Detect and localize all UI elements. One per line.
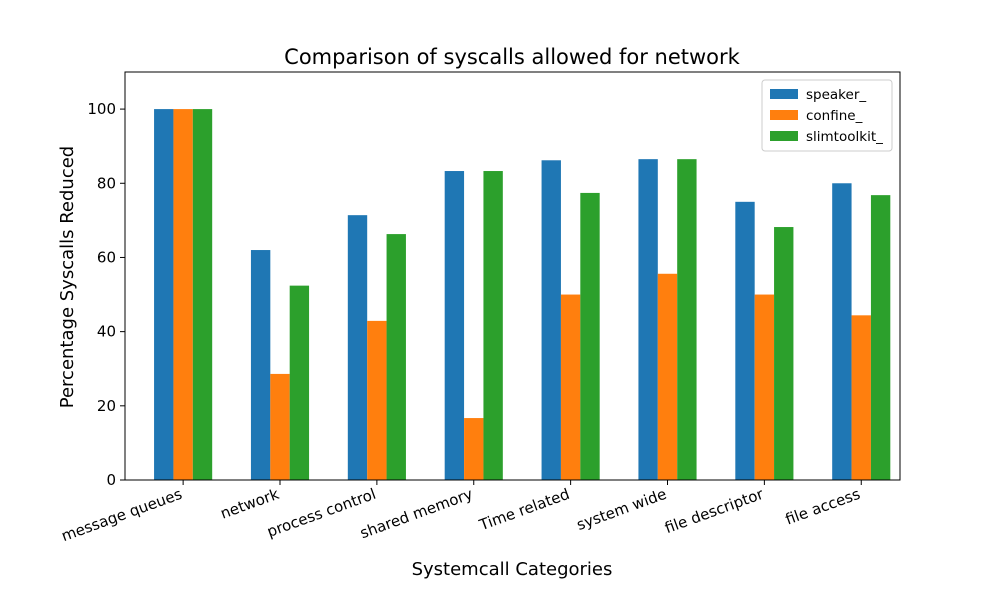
y-tick-label: 60 bbox=[97, 248, 116, 266]
bar-speaker-4 bbox=[541, 160, 561, 480]
y-tick-label: 20 bbox=[97, 397, 116, 415]
bar-speaker-3 bbox=[444, 171, 465, 480]
legend-swatch-slimtoolkit bbox=[770, 131, 798, 141]
bar-speaker-7 bbox=[832, 183, 852, 480]
bar-speaker-2 bbox=[347, 215, 368, 481]
bar-speaker-5 bbox=[638, 159, 658, 480]
x-tick-label: file access bbox=[783, 485, 863, 529]
legend-label-speaker: speaker_ bbox=[806, 87, 866, 103]
bar-confine-1 bbox=[270, 373, 290, 480]
bar-confine-6 bbox=[754, 294, 775, 480]
x-tick-label: message queues bbox=[59, 485, 185, 545]
x-tick-label: shared memory bbox=[358, 485, 476, 543]
legend-swatch-speaker bbox=[770, 89, 798, 99]
x-tick-label: network bbox=[218, 485, 282, 523]
y-tick-label: 100 bbox=[87, 100, 116, 118]
bar-confine-2 bbox=[367, 320, 387, 480]
axes-frame bbox=[124, 71, 901, 481]
x-tick-label: Time related bbox=[476, 485, 572, 535]
bar-speaker-6 bbox=[735, 201, 755, 480]
bar-slimtoolkit-6 bbox=[774, 227, 794, 480]
bar-confine-3 bbox=[464, 418, 484, 480]
y-axis-label: Percentage Syscalls Reduced bbox=[57, 146, 78, 408]
bar-confine-5 bbox=[657, 273, 678, 480]
bar-confine-0 bbox=[173, 109, 193, 480]
bar-slimtoolkit-7 bbox=[870, 195, 891, 480]
bar-slimtoolkit-0 bbox=[192, 109, 213, 480]
bar-slimtoolkit-1 bbox=[289, 285, 310, 480]
bar-speaker-0 bbox=[154, 109, 174, 480]
bar-slimtoolkit-2 bbox=[386, 234, 406, 480]
bar-slimtoolkit-4 bbox=[580, 192, 600, 481]
bar-confine-7 bbox=[851, 315, 871, 480]
y-tick-label: 80 bbox=[97, 174, 116, 192]
bar-confine-4 bbox=[560, 294, 581, 480]
chart-title: Comparison of syscalls allowed for netwo… bbox=[284, 45, 740, 69]
y-tick-label: 0 bbox=[106, 471, 116, 489]
x-tick-label: system wide bbox=[574, 485, 669, 534]
legend-label-confine: confine_ bbox=[806, 108, 863, 124]
x-tick-label: file descriptor bbox=[662, 485, 766, 538]
y-tick-label: 40 bbox=[97, 323, 116, 341]
x-axis-label: Systemcall Categories bbox=[412, 559, 613, 580]
legend-label-slimtoolkit: slimtoolkit_ bbox=[806, 129, 883, 145]
legend-swatch-confine bbox=[770, 110, 798, 120]
bar-speaker-1 bbox=[250, 250, 271, 480]
legend: speaker_ confine_ slimtoolkit_ bbox=[761, 79, 893, 152]
bar-slimtoolkit-3 bbox=[483, 171, 503, 480]
bar-slimtoolkit-5 bbox=[677, 159, 697, 480]
